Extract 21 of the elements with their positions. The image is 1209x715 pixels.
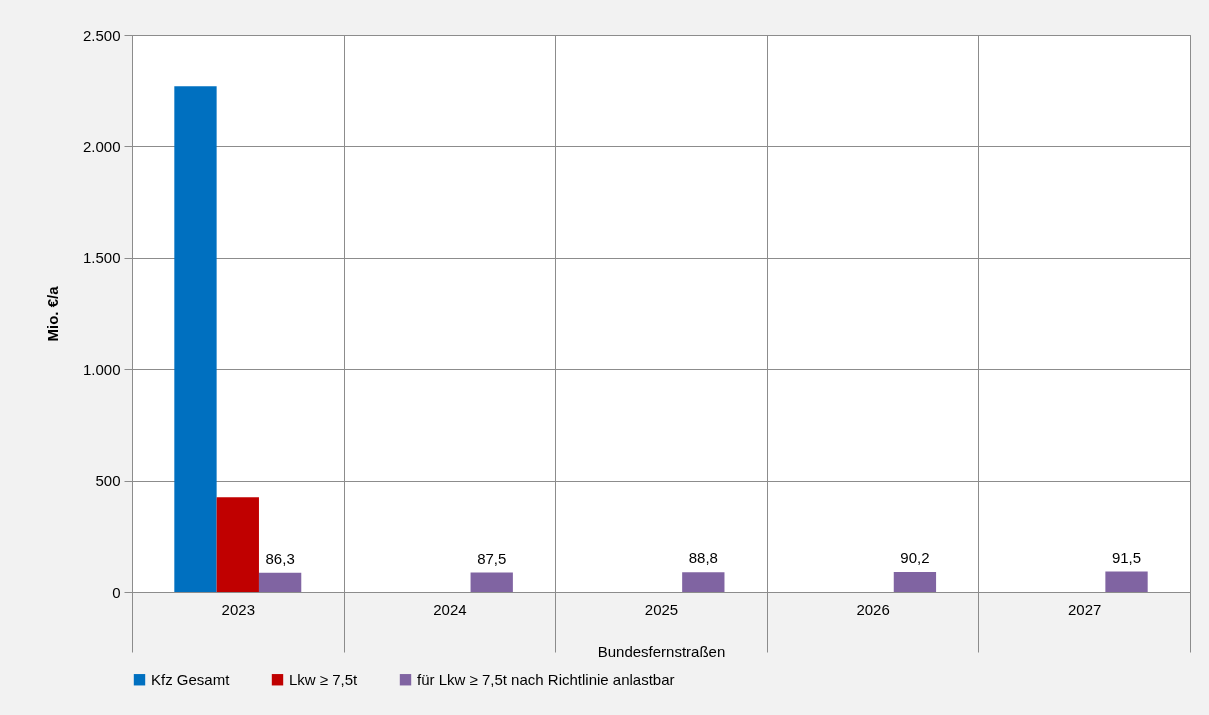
y-tick-label: 500 <box>95 472 121 490</box>
y-tick-label: 0 <box>112 583 121 601</box>
y-tick-label: 2.000 <box>82 137 121 155</box>
y-axis-title: Mio. €/a <box>43 285 61 342</box>
y-tick-label: 1.500 <box>82 249 121 267</box>
data-label: 88,8 <box>688 549 718 567</box>
x-tick-label: 2023 <box>221 600 255 618</box>
y-tick-label: 1.000 <box>82 360 121 378</box>
x-axis-title: Bundesfernstraßen <box>597 643 726 660</box>
x-tick-label: 2025 <box>644 600 679 618</box>
legend-label: Kfz Gesamt <box>151 670 231 688</box>
x-tick-label: 2026 <box>856 600 890 618</box>
data-label: 91,5 <box>1111 548 1142 566</box>
x-tick-label: 2027 <box>1068 600 1102 618</box>
data-label: 90,2 <box>900 548 930 566</box>
y-tick-label: 2.500 <box>82 26 121 44</box>
legend-label: für Lkw ≥ 7,5t nach Richtlinie anlastbar <box>417 670 675 688</box>
x-tick-label: 2024 <box>433 600 467 618</box>
data-label: 87,5 <box>477 549 507 567</box>
legend-label: Lkw ≥ 7,5t <box>289 670 359 688</box>
data-label: 86,3 <box>265 549 295 567</box>
